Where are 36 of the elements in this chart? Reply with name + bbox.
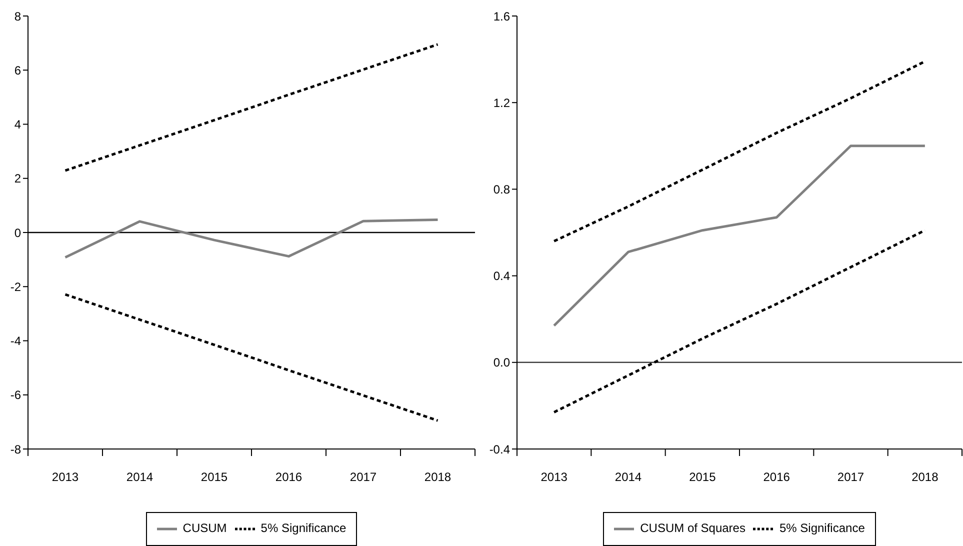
y-tick-label: 0.4: [493, 269, 510, 284]
x-tick-label: 2015: [200, 470, 228, 484]
x-tick-label: 2016: [275, 470, 302, 484]
y-tick-label: -8: [10, 442, 22, 456]
legend-label: 5% Significance: [260, 521, 346, 536]
y-tick-label: -4: [10, 334, 22, 348]
y-tick-label: -6: [10, 388, 22, 402]
line-series: [552, 144, 926, 327]
line-series: [552, 60, 926, 242]
legend-label: CUSUM of Squares: [640, 521, 746, 536]
x-tick-label: 2017: [350, 470, 377, 484]
y-tick-label: 2: [14, 172, 22, 186]
x-tick-label: 2013: [52, 470, 79, 484]
y-tick-label: 8: [14, 9, 22, 24]
x-tick-label: 2014: [126, 470, 154, 484]
legend-label: CUSUM: [182, 521, 227, 536]
y-tick-label: -2: [10, 280, 22, 294]
x-tick-label: 2015: [689, 470, 716, 484]
x-tick-label: 2016: [763, 470, 790, 484]
line-series: [64, 43, 439, 172]
y-tick-label: 1.6: [493, 9, 510, 24]
y-tick-label: 0.8: [493, 182, 510, 196]
y-tick-label: 0.0: [493, 356, 510, 370]
x-tick-label: 2013: [540, 470, 568, 484]
y-tick-label: -0.4: [489, 442, 510, 456]
y-tick-label: 6: [14, 63, 22, 78]
y-tick-label: 0: [14, 226, 22, 240]
line-series: [64, 218, 439, 259]
x-tick-label: 2014: [614, 470, 642, 484]
x-tick-label: 2018: [912, 470, 939, 484]
legend-label: 5% Significance: [779, 521, 865, 536]
x-tick-label: 2018: [424, 470, 452, 484]
y-tick-label: 4: [14, 118, 22, 132]
x-tick-label: 2017: [837, 470, 864, 484]
y-tick-label: 1.2: [493, 96, 510, 110]
line-series: [64, 293, 439, 422]
